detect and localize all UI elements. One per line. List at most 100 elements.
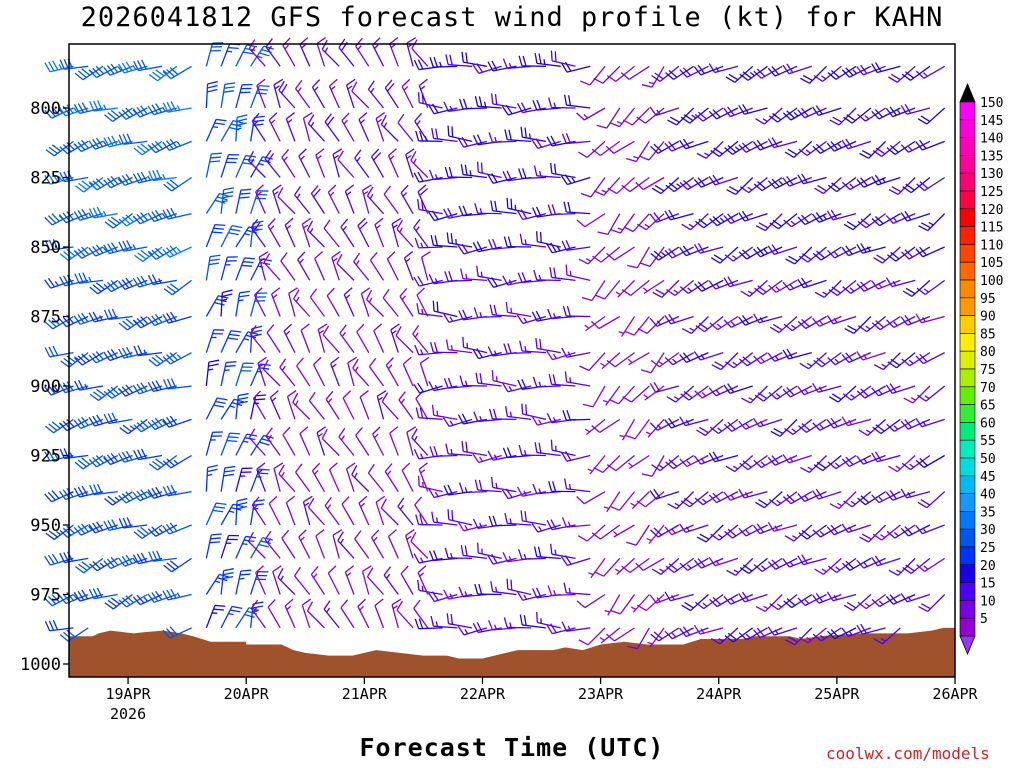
wind-barb: [458, 205, 487, 217]
wind-barb: [783, 315, 813, 332]
wind-barb: [147, 417, 178, 431]
wind-barb: [561, 451, 591, 462]
wind-barb: [783, 593, 813, 609]
wind-barb: [255, 565, 266, 595]
colorbar-swatch: [959, 226, 976, 245]
wind-barb: [220, 361, 237, 387]
colorbar-swatch: [959, 439, 976, 459]
wind-barb: [811, 593, 842, 604]
wind-barb: [695, 315, 724, 333]
wind-barb: [413, 553, 443, 564]
wind-barb: [782, 348, 812, 360]
wind-barb: [428, 273, 458, 285]
y-tick-label: 875: [30, 308, 61, 328]
wind-barb: [614, 557, 635, 575]
wind-barb: [428, 381, 458, 392]
wind-barb: [798, 246, 827, 263]
x-tick-label: 24APR: [696, 685, 742, 703]
wind-barb: [641, 455, 665, 477]
plot-frame: [68, 43, 956, 678]
wind-barb: [414, 344, 443, 356]
wind-barb: [532, 206, 561, 218]
wind-barb: [417, 184, 429, 214]
wind-barb: [826, 591, 857, 602]
wind-barb: [281, 148, 296, 178]
wind-barb: [518, 444, 546, 457]
colorbar-swatch: [959, 617, 976, 637]
colorbar-swatch: [959, 172, 976, 192]
y-tick-label: 800: [30, 99, 61, 119]
wind-barb: [235, 497, 248, 526]
wind-barb: [813, 65, 842, 82]
wind-barb: [753, 246, 783, 258]
wind-barb: [708, 174, 739, 186]
x-tick-label: 19APR: [105, 685, 151, 703]
wind-barb: [900, 418, 931, 430]
wind-barb: [871, 279, 901, 290]
wind-barb: [576, 213, 606, 228]
wind-barb: [516, 209, 547, 221]
wind-barb: [547, 308, 576, 320]
wind-barb: [811, 105, 842, 117]
credit-text[interactable]: coolwx.com/models: [826, 744, 990, 763]
wind-barb: [550, 439, 576, 457]
wind-barb: [901, 65, 931, 81]
wind-barb: [342, 390, 355, 420]
wind-barb: [429, 341, 458, 354]
wind-barb: [340, 599, 355, 629]
wind-barb: [132, 552, 163, 565]
wind-barb: [782, 453, 812, 464]
wind-barb: [403, 251, 414, 281]
wind-barb: [354, 530, 370, 559]
wind-barb: [813, 454, 842, 472]
colorbar-label: 5: [980, 612, 988, 627]
wind-barb: [306, 601, 325, 629]
wind-barb: [604, 594, 621, 616]
wind-barb: [443, 207, 473, 219]
wind-barb: [639, 140, 665, 161]
wind-barb: [414, 237, 443, 249]
wind-barb: [205, 295, 229, 317]
wind-barb: [871, 315, 901, 331]
wind-barb: [900, 315, 931, 326]
wind-barb: [517, 379, 547, 390]
wind-barb: [457, 521, 488, 532]
wind-barb: [694, 107, 724, 122]
wind-barb: [205, 118, 227, 142]
wind-barb: [103, 412, 133, 425]
wind-barb: [857, 107, 886, 122]
wind-barb: [887, 246, 916, 262]
wind-barb: [347, 356, 358, 387]
wind-barb: [752, 417, 783, 428]
wind-barb: [641, 65, 665, 88]
wind-barb: [739, 454, 768, 471]
wind-barb: [664, 591, 694, 602]
x-axis-label: Forecast Time (UTC): [359, 733, 665, 762]
wind-barb: [667, 491, 695, 510]
wind-barb: [769, 316, 798, 334]
wind-barb: [447, 125, 473, 142]
wind-barb: [249, 499, 265, 526]
wind-barb: [647, 627, 665, 648]
wind-barb: [372, 37, 385, 67]
wind-barb: [502, 551, 532, 563]
wind-barb: [458, 586, 487, 598]
wind-barb: [753, 176, 783, 192]
wind-barb: [917, 107, 946, 125]
wind-barb: [162, 588, 192, 601]
wind-barb: [163, 557, 192, 573]
wind-barb: [665, 557, 695, 573]
wind-barb: [501, 488, 532, 500]
wind-barb: [382, 288, 399, 317]
wind-barb: [562, 409, 591, 421]
wind-barb: [679, 138, 709, 150]
wind-barb: [708, 556, 739, 567]
wind-barb: [74, 454, 104, 470]
wind-barb: [352, 358, 370, 387]
wind-barb: [376, 390, 387, 420]
wind-barb: [220, 534, 239, 559]
wind-barb: [118, 133, 148, 145]
wind-barb: [301, 598, 312, 629]
wind-barb: [310, 185, 326, 214]
